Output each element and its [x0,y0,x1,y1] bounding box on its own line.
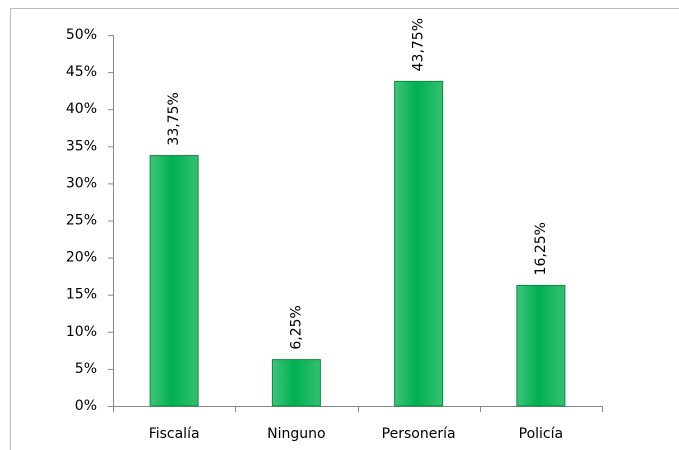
value-label: 6,25% [288,305,304,349]
y-tick-label: 10% [66,324,97,340]
bar [394,80,444,407]
value-label: 33,75% [166,92,182,145]
x-tick-label: Fiscalía [149,426,200,442]
y-tick-label: 25% [66,213,97,229]
x-tick-label: Policía [519,426,563,442]
y-tick-label: 35% [66,138,97,154]
y-tick-label: 15% [66,287,97,303]
y-tick-label: 20% [66,250,97,266]
y-tick-label: 5% [75,361,97,377]
y-tick-label: 45% [66,64,97,80]
bar [149,155,199,407]
value-label: 16,25% [533,222,549,275]
bar [271,359,321,407]
y-tick-label: 30% [66,175,97,191]
y-tick-label: 40% [66,101,97,117]
y-tick-label: 0% [75,398,97,414]
x-tick-label: Personería [382,426,456,442]
bar [516,284,566,407]
value-label: 43,75% [411,18,427,71]
x-tick-label: Ninguno [267,426,325,442]
y-tick-label: 50% [66,27,97,43]
